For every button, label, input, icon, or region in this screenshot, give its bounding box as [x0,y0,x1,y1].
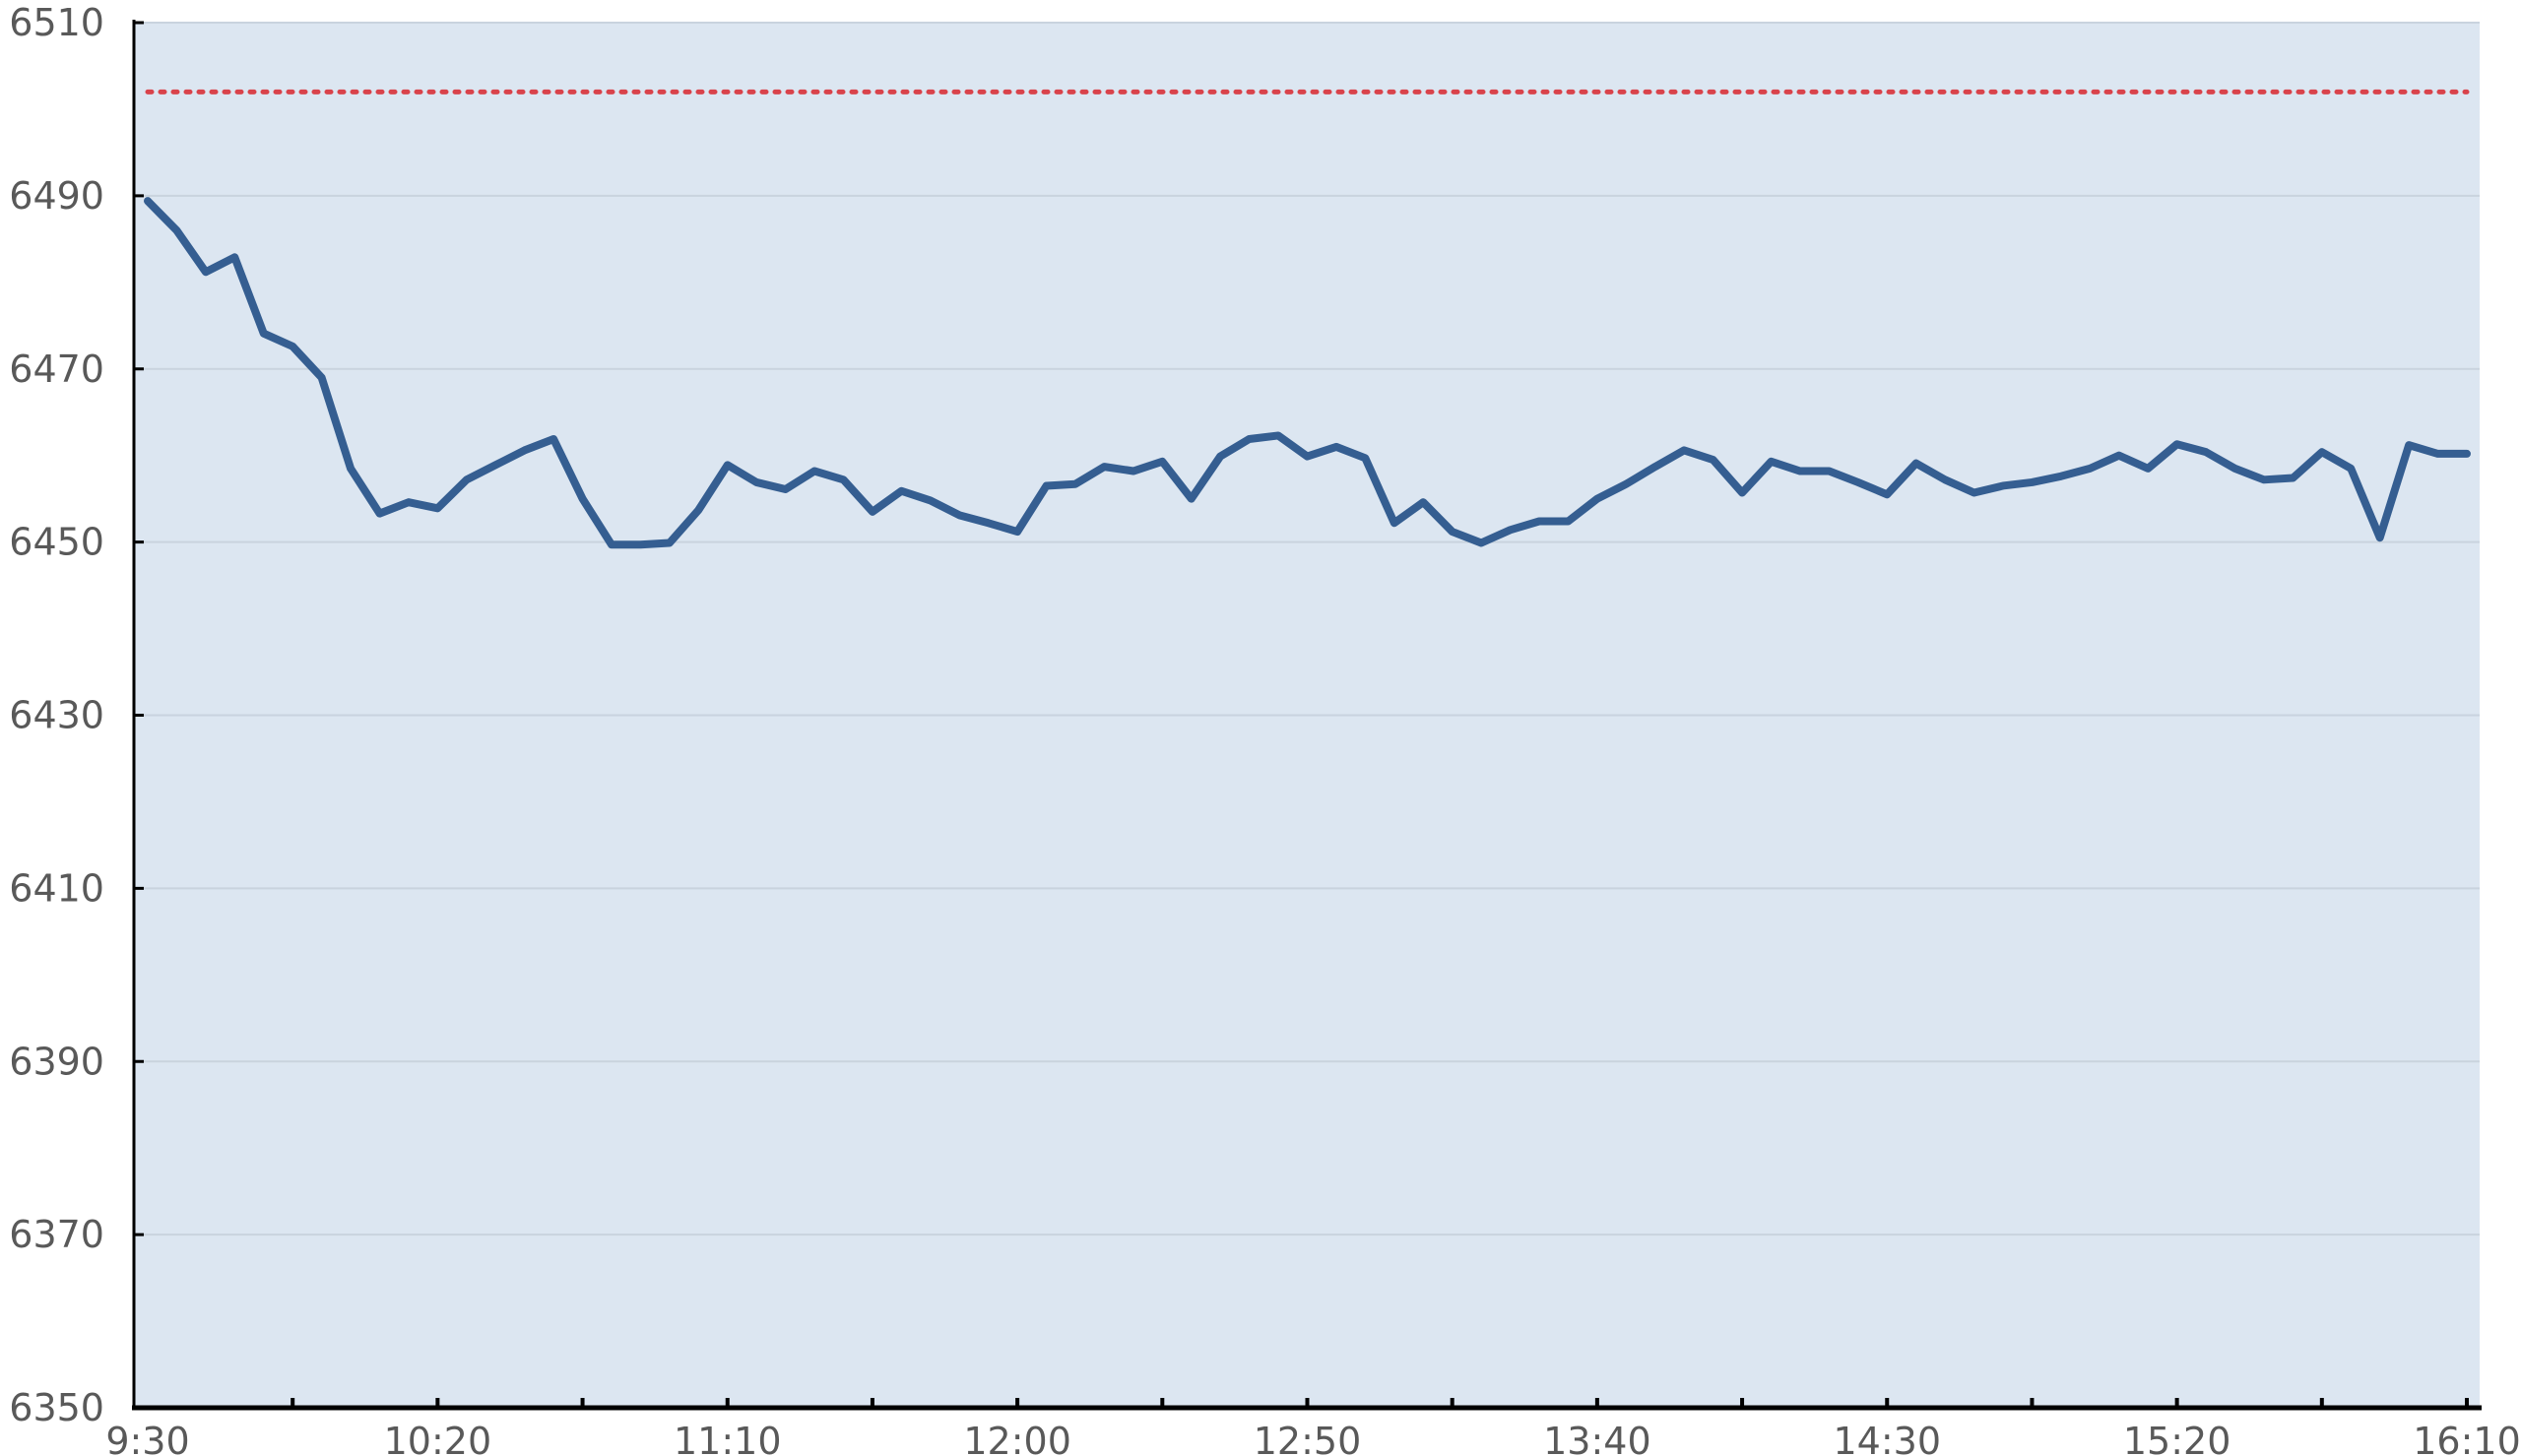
y-tick-label: 6370 [9,1213,104,1256]
y-tick-label: 6490 [9,174,104,218]
y-tick-label: 6470 [9,348,104,391]
x-tick-label: 12:50 [1254,1420,1362,1456]
x-tick-label: 10:20 [384,1420,492,1456]
y-tick-label: 6510 [9,1,104,44]
y-tick-label: 6390 [9,1040,104,1083]
y-tick-label: 6430 [9,694,104,737]
x-tick-label: 15:20 [2123,1420,2231,1456]
y-tick-label: 6350 [9,1386,104,1429]
x-tick-label: 11:10 [674,1420,782,1456]
x-tick-label: 12:00 [963,1420,1071,1456]
y-tick-label: 6450 [9,521,104,564]
x-tick-label: 16:10 [2413,1420,2521,1456]
x-tick-label: 9:30 [105,1420,189,1456]
x-tick-label: 14:30 [1833,1420,1941,1456]
x-tick-label: 13:40 [1543,1420,1651,1456]
y-tick-label: 6410 [9,866,104,910]
